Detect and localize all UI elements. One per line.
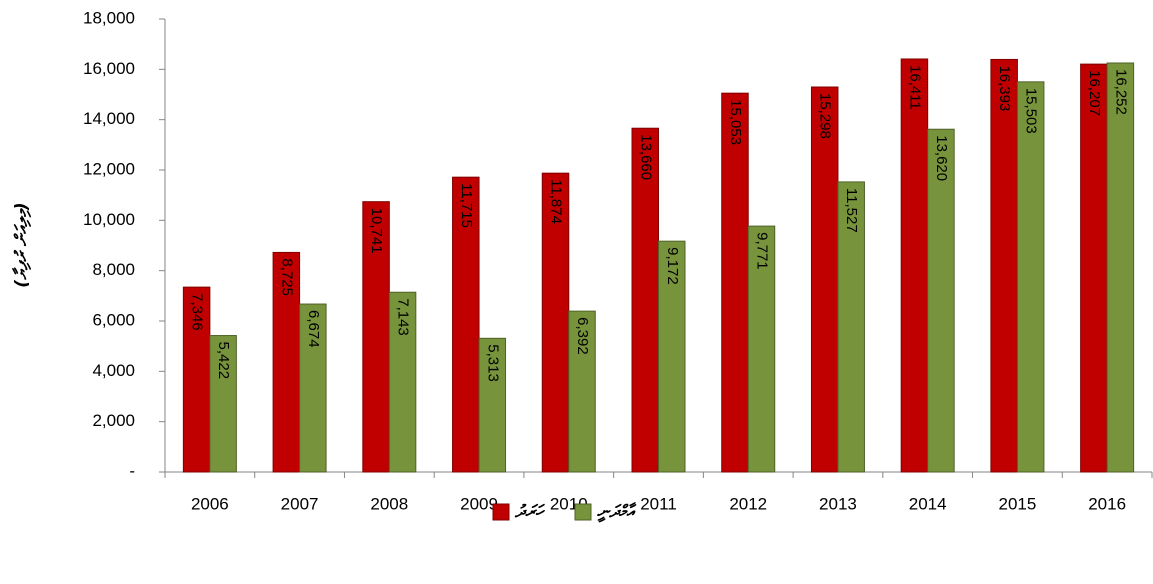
y-tick-label: 4,000 <box>92 361 135 380</box>
bar <box>837 181 865 473</box>
x-tick-label: 2008 <box>370 494 408 513</box>
y-tick-label: 2,000 <box>92 411 135 430</box>
bar <box>1016 81 1045 473</box>
x-tick-label: 2012 <box>729 494 767 513</box>
bar <box>658 240 686 473</box>
value-label: 16,207 <box>1086 70 1103 116</box>
value-label: 11,715 <box>458 183 475 228</box>
value-label: 15,053 <box>727 99 744 145</box>
y-tick-label: 14,000 <box>83 109 135 128</box>
bar <box>541 172 570 473</box>
value-label: 16,252 <box>1112 69 1129 115</box>
bar <box>990 58 1018 473</box>
value-label: 6,392 <box>574 317 591 355</box>
y-tick-label: 10,000 <box>83 210 135 229</box>
value-label: 7,143 <box>395 298 412 336</box>
x-tick-label: 2009 <box>460 494 498 513</box>
value-label: 15,298 <box>817 93 834 139</box>
value-label: 11,527 <box>843 188 860 233</box>
x-tick-label: 2015 <box>998 494 1036 513</box>
bar <box>272 251 301 473</box>
legend-swatch <box>492 503 510 521</box>
x-tick-label: 2011 <box>640 494 677 513</box>
value-label: 6,674 <box>305 310 322 348</box>
value-label: 13,620 <box>933 135 950 181</box>
bar <box>299 303 327 473</box>
bar <box>721 92 749 473</box>
x-tick-label: 2013 <box>819 494 857 513</box>
legend-label: އާމްދަނީ <box>597 502 637 523</box>
x-tick-label: 2007 <box>281 494 319 513</box>
value-label: 16,393 <box>996 65 1013 111</box>
y-tick-label: 6,000 <box>92 310 135 329</box>
x-tick-label: 2014 <box>909 494 947 513</box>
bar <box>810 86 839 473</box>
bar <box>1080 63 1108 473</box>
y-tick-label: 12,000 <box>83 159 135 178</box>
y-tick-label: - <box>129 461 135 480</box>
value-label: 9,771 <box>754 232 771 270</box>
y-tick-label: 8,000 <box>92 260 135 279</box>
bar <box>927 128 955 473</box>
bar <box>452 176 480 473</box>
value-label: 11,874 <box>548 179 565 224</box>
bar <box>747 225 776 473</box>
bar <box>478 337 507 473</box>
value-label: 10,741 <box>368 208 385 254</box>
bar <box>1106 62 1135 473</box>
value-label: 13,660 <box>637 134 654 180</box>
value-label: 15,503 <box>1023 88 1040 134</box>
y-tick-label: 16,000 <box>83 59 135 78</box>
bar <box>900 58 929 473</box>
legend-swatch <box>574 503 592 521</box>
bar <box>209 335 237 473</box>
bar <box>568 310 596 473</box>
bar <box>182 286 211 473</box>
y-axis-label: (މިލިއަން ރުފިޔާ) <box>12 202 32 287</box>
x-tick-label: 2006 <box>191 494 229 513</box>
value-label: 9,172 <box>664 247 681 285</box>
x-tick-label: 2016 <box>1088 494 1126 513</box>
y-tick-label: 18,000 <box>83 8 135 27</box>
value-label: 8,725 <box>278 258 295 296</box>
value-label: 5,313 <box>484 344 501 382</box>
bar <box>388 291 417 473</box>
value-label: 16,411 <box>906 65 923 110</box>
legend-label: ހަރަދު <box>514 502 545 522</box>
value-label: 5,422 <box>215 342 232 380</box>
value-label: 7,346 <box>189 293 206 331</box>
